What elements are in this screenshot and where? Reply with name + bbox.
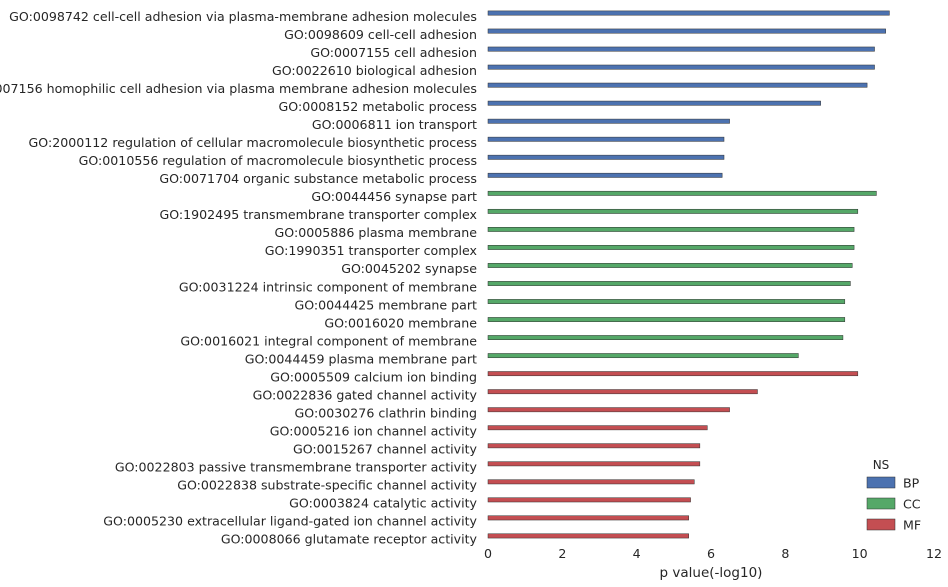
legend-title: NS (873, 458, 890, 472)
category-label: GO:0022836 gated channel activity (253, 387, 478, 402)
bars-group (487, 10, 890, 539)
category-label: GO:0007156 homophilic cell adhesion via … (0, 81, 477, 96)
category-label: GO:2000112 regulation of cellular macrom… (29, 135, 477, 150)
category-label: GO:0044459 plasma membrane part (245, 351, 477, 366)
legend-label-cc: CC (903, 497, 921, 512)
category-label: GO:0022838 substrate-specific channel ac… (177, 478, 477, 493)
category-labels: GO:0098742 cell-cell adhesion via plasma… (0, 9, 478, 547)
bar-cc-1 (487, 208, 859, 214)
bar-bp-5 (487, 100, 821, 106)
bar-mf-7 (487, 497, 691, 503)
bar-bp-0 (487, 10, 890, 16)
category-label: GO:0005886 plasma membrane (275, 225, 478, 240)
bar-cc-2 (487, 227, 855, 232)
bar-cc-6 (487, 299, 846, 304)
bar-cc-8 (487, 335, 844, 340)
bar-bp-9 (487, 172, 723, 178)
category-label: GO:0044456 synapse part (311, 189, 477, 204)
category-label: GO:0022610 biological adhesion (272, 63, 477, 78)
bar-cc-4 (487, 263, 853, 268)
category-label: GO:0008066 glutamate receptor activity (221, 532, 478, 547)
bar-bp-7 (487, 136, 725, 142)
bar-bp-6 (487, 118, 730, 124)
category-label: GO:0071704 organic substance metabolic p… (159, 171, 477, 186)
category-label: GO:0005216 ion channel activity (270, 423, 478, 438)
legend-label-bp: BP (903, 476, 920, 491)
category-label: GO:0006811 ion transport (312, 117, 477, 132)
bar-bp-1 (487, 28, 886, 34)
x-tick-label: 2 (558, 546, 566, 561)
bar-mf-1 (487, 389, 758, 395)
legend: NS BP CC MF (866, 458, 921, 533)
category-label: GO:0098742 cell-cell adhesion via plasma… (9, 9, 477, 24)
category-label: GO:0005230 extracellular ligand-gated io… (103, 514, 477, 529)
bar-mf-6 (487, 479, 695, 485)
x-axis-ticks: 0 2 4 6 8 10 12 (484, 546, 942, 561)
category-label: GO:0016020 membrane (324, 315, 477, 330)
category-label: GO:0044425 membrane part (294, 297, 477, 312)
category-label: GO:0016021 integral component of membran… (180, 333, 477, 348)
category-label: GO:0007155 cell adhesion (310, 45, 477, 60)
x-tick-label: 8 (781, 546, 789, 561)
bar-mf-0 (487, 371, 859, 377)
category-label: GO:0015267 channel activity (293, 442, 478, 457)
category-label: GO:0008152 metabolic process (279, 99, 477, 114)
legend-swatch-cc (866, 497, 896, 510)
category-label: GO:0003824 catalytic activity (289, 496, 477, 511)
bar-bp-2 (487, 46, 875, 52)
bar-cc-9 (487, 353, 799, 359)
category-label: GO:0098609 cell-cell adhesion (284, 27, 477, 42)
bar-bp-4 (487, 82, 868, 88)
category-label: GO:0030276 clathrin binding (295, 405, 477, 420)
x-tick-label: 4 (633, 546, 641, 561)
x-tick-label: 0 (484, 546, 492, 561)
x-axis-label: p value(-log10) (660, 565, 763, 581)
x-tick-label: 12 (926, 546, 942, 561)
bar-mf-8 (487, 515, 689, 521)
category-label: GO:1990351 transporter complex (265, 243, 478, 258)
legend-label-mf: MF (903, 518, 921, 533)
bar-mf-3 (487, 425, 708, 431)
legend-swatch-mf (866, 518, 896, 531)
bar-mf-5 (487, 461, 701, 467)
bar-cc-7 (487, 317, 846, 322)
bar-bp-8 (487, 154, 725, 160)
x-tick-label: 6 (707, 546, 715, 561)
bar-mf-4 (487, 443, 701, 449)
bar-cc-3 (487, 245, 855, 250)
category-label: GO:0045202 synapse (341, 261, 477, 276)
bar-mf-2 (487, 407, 730, 413)
category-label: GO:0005509 calcium ion binding (270, 369, 477, 384)
category-label: GO:0010556 regulation of macromolecule b… (79, 153, 477, 168)
category-label: GO:1902495 transmembrane transporter com… (159, 207, 477, 222)
bar-bp-3 (487, 64, 875, 70)
bar-mf-9 (487, 533, 689, 539)
category-label: GO:0031224 intrinsic component of membra… (179, 279, 477, 294)
bar-cc-5 (487, 281, 851, 286)
category-label: GO:0022803 passive transmembrane transpo… (115, 460, 478, 475)
bar-cc-0 (487, 190, 877, 196)
legend-swatch-bp (866, 476, 896, 489)
x-tick-label: 10 (852, 546, 868, 561)
